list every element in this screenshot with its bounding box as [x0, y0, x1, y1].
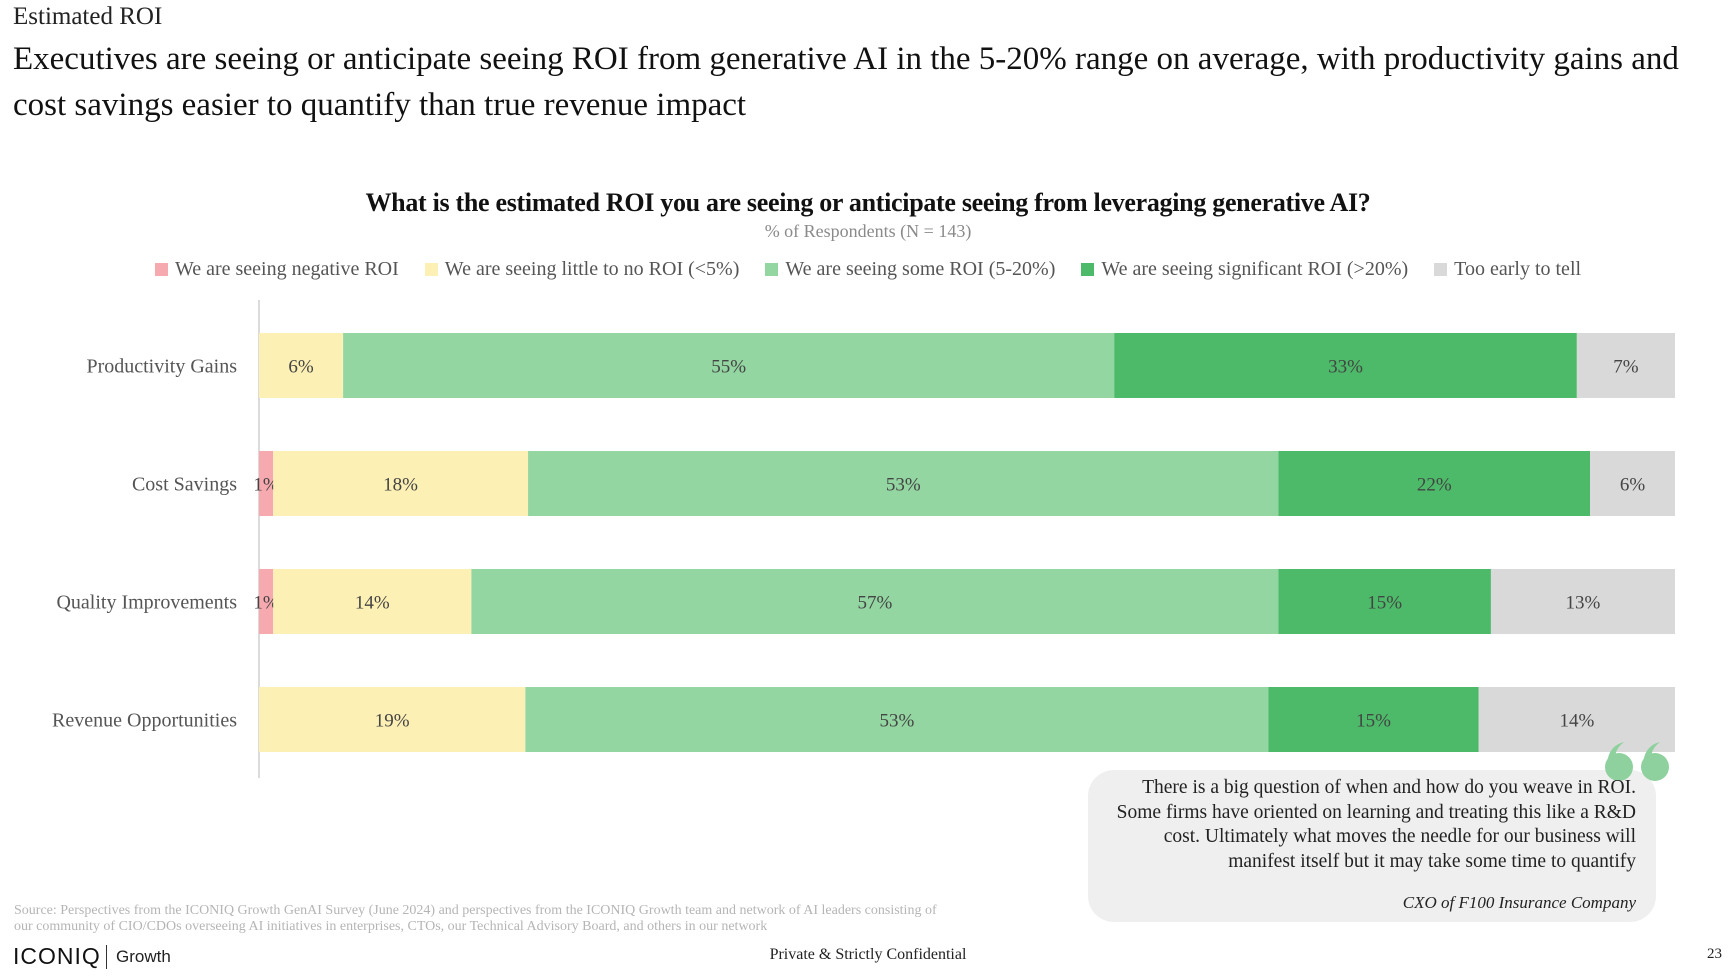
bar-value-label: 15%: [1356, 711, 1391, 732]
bar-value-label: 14%: [355, 593, 390, 614]
bar-value-label: 14%: [1559, 711, 1594, 732]
bar-segment: [471, 569, 1279, 634]
bar-segment: [259, 569, 274, 634]
iconiq-logo: ICONIQ: [13, 943, 101, 969]
quote-box: [1088, 770, 1656, 922]
legend-item-significant: We are seeing significant ROI (>20%): [1081, 258, 1408, 281]
bar-segment: [1278, 451, 1591, 516]
bar-segment: [525, 687, 1269, 752]
chart-subtitle: % of Respondents (N = 143): [764, 221, 972, 241]
bar-value-label: 6%: [288, 357, 314, 378]
bar-value-label: 18%: [383, 475, 418, 496]
bar-segment: [1478, 687, 1675, 752]
section-label: Estimated ROI: [13, 3, 163, 30]
legend-item-negative: We are seeing negative ROI: [154, 258, 399, 281]
category-label: Quality Improvements: [56, 592, 237, 614]
category-label: Revenue Opportunities: [52, 710, 237, 732]
confidential-notice: Private & Strictly Confidential: [769, 946, 967, 963]
bar-segment: [259, 687, 526, 752]
legend-swatch: [1081, 263, 1095, 276]
legend-label: We are seeing little to no ROI (<5%): [444, 258, 740, 280]
bar-value-label: 15%: [1367, 593, 1402, 614]
bar-segment: [1114, 333, 1577, 398]
bar-segment: [273, 569, 472, 634]
bar-segment: [1268, 687, 1479, 752]
page-headline: Executives are seeing or anticipate seei…: [13, 41, 1679, 123]
quote-marks-icon: [1602, 740, 1674, 789]
quote-text: There is a big question of when and how …: [1116, 777, 1636, 872]
bar-value-label: 57%: [858, 593, 893, 614]
bar-segment: [1590, 451, 1675, 516]
bar-value-label: 53%: [886, 475, 921, 496]
legend-item-some: We are seeing some ROI (5-20%): [765, 258, 1055, 281]
legend-label: We are seeing significant ROI (>20%): [1101, 258, 1409, 280]
source-note: Source: Perspectives from the ICONIQ Gro…: [14, 903, 937, 934]
legend-label: Too early to tell: [1454, 258, 1582, 280]
bar-segment: [1576, 333, 1675, 398]
legend-label: We are seeing some ROI (5-20%): [785, 258, 1056, 280]
legend-item-too-early: Too early to tell: [1434, 258, 1581, 281]
bar-segment: [528, 451, 1279, 516]
logo-divider: [106, 945, 107, 969]
bar-value-label: 1%: [253, 593, 279, 614]
legend-swatch: [765, 263, 779, 276]
bar-value-label: 53%: [879, 711, 914, 732]
stacked-bar-chart: Productivity Gains 6% 55% 33% 7% Cost Savings…: [52, 300, 1675, 778]
bar-value-label: 1%: [253, 475, 279, 496]
bar-value-label: 7%: [1613, 357, 1639, 378]
quote-attribution: CXO of F100 Insurance Company: [1402, 893, 1636, 912]
bar-segment: [259, 333, 344, 398]
legend-swatch: [1434, 263, 1448, 276]
bar-segment: [273, 451, 529, 516]
bar-value-label: 22%: [1417, 475, 1452, 496]
chart-legend: We are seeing negative ROI We are seeing…: [0, 258, 1736, 281]
legend-label: We are seeing negative ROI: [174, 258, 399, 280]
page-number: 23: [1707, 946, 1722, 962]
legend-swatch: [154, 263, 168, 276]
bar-segment: [1490, 569, 1675, 634]
bar-segment: [1278, 569, 1491, 634]
bar-segment: [259, 451, 274, 516]
category-label: Cost Savings: [132, 474, 237, 496]
bar-value-label: 55%: [711, 357, 746, 378]
category-label: Productivity Gains: [86, 356, 237, 378]
bar-segment: [343, 333, 1115, 398]
logo-subtitle: Growth: [116, 947, 171, 966]
bar-value-label: 19%: [375, 711, 410, 732]
bar-value-label: 13%: [1566, 593, 1601, 614]
bar-value-label: 6%: [1620, 475, 1646, 496]
legend-item-little: We are seeing little to no ROI (<5%): [424, 258, 740, 281]
chart-title: What is the estimated ROI you are seeing…: [365, 188, 1371, 217]
bar-value-label: 33%: [1328, 357, 1363, 378]
legend-swatch: [424, 263, 438, 276]
